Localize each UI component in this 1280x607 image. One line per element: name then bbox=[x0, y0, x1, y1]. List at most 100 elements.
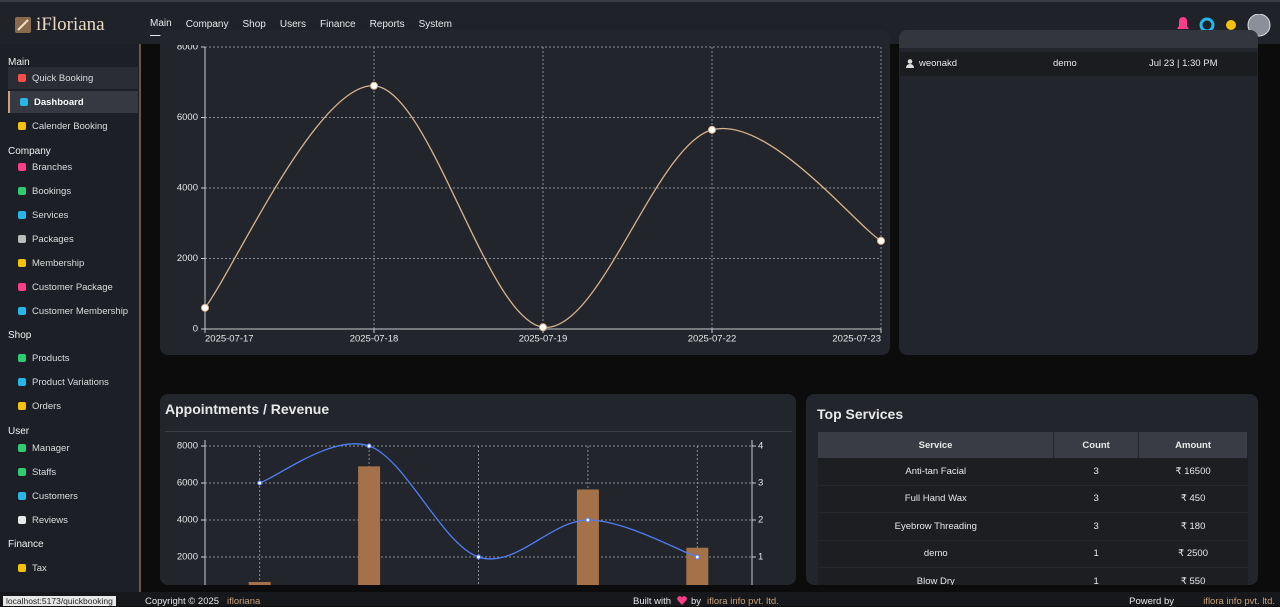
brand[interactable]: iFloriana bbox=[36, 14, 105, 35]
sidebar-item[interactable]: Membership bbox=[8, 252, 138, 274]
sidebar-item[interactable]: Calender Booking bbox=[8, 115, 138, 137]
sidebar-label: Membership bbox=[32, 257, 85, 269]
logins-header bbox=[899, 30, 1258, 48]
login-user: weonakd bbox=[919, 58, 958, 69]
column-header: Amount bbox=[1138, 432, 1248, 458]
sidebar-label: Bookings bbox=[32, 185, 72, 197]
table-cell: 3 bbox=[1053, 458, 1139, 486]
table-cell: 3 bbox=[1053, 512, 1139, 541]
table-cell: 3 bbox=[1053, 485, 1139, 513]
sidebar-item[interactable]: Dashboard bbox=[8, 91, 138, 113]
point bbox=[370, 81, 378, 90]
nav-item[interactable]: Users bbox=[279, 18, 306, 30]
sidebar-icon bbox=[18, 74, 26, 82]
x-tick-label: 2025-07-17 bbox=[205, 334, 254, 345]
table-cell: Full Hand Wax bbox=[818, 485, 1054, 513]
bar bbox=[248, 581, 271, 585]
sidebar-item[interactable]: Product Variations bbox=[8, 371, 138, 393]
company-link[interactable]: ifloriana bbox=[227, 596, 261, 607]
sidebar-item[interactable]: Customers bbox=[8, 485, 138, 507]
sidebar-icon bbox=[18, 211, 26, 219]
sidebar-icon bbox=[18, 122, 26, 130]
combo-chart: 2000 4000 6000 8000 1 2 3 4 bbox=[177, 440, 763, 585]
line-chart-panel: 0 2000 4000 6000 8000 2025-07-17 2025-07-18 202… bbox=[160, 30, 890, 355]
sidebar-item[interactable]: Packages bbox=[8, 228, 138, 250]
x-tick-label: 2025-07-19 bbox=[519, 334, 568, 345]
heart-icon bbox=[677, 596, 687, 605]
sidebar-icon bbox=[18, 259, 26, 267]
sidebar-section: Shop bbox=[8, 330, 32, 341]
point bbox=[694, 554, 700, 560]
bar bbox=[358, 466, 381, 585]
y-tick-label: 2000 bbox=[177, 552, 198, 563]
sidebar-label: Branches bbox=[32, 161, 73, 173]
sidebar-item[interactable]: Customer Package bbox=[8, 276, 138, 298]
services-table: Service Count Amount Anti-tan Facial 3 ₹ 1650… bbox=[818, 432, 1248, 585]
table-cell: 1 bbox=[1053, 567, 1139, 585]
table-row: Blow Dry 1 ₹ 550 bbox=[818, 567, 1248, 585]
sidebar-label: Product Variations bbox=[32, 376, 109, 388]
sidebar-item[interactable]: Reviews bbox=[8, 509, 138, 531]
y2-tick-label: 4 bbox=[758, 441, 763, 452]
sidebar-icon bbox=[18, 444, 26, 452]
sidebar-label: Customer Package bbox=[32, 281, 113, 293]
nav-item[interactable]: Company bbox=[185, 18, 229, 30]
user-icon bbox=[906, 59, 914, 68]
powered-link[interactable]: iflora info pvt. ltd. bbox=[1203, 596, 1275, 607]
column-header: Service bbox=[818, 432, 1055, 458]
table-cell: Anti-tan Facial bbox=[818, 458, 1054, 486]
sidebar-section: User bbox=[8, 426, 30, 437]
divider bbox=[165, 431, 792, 432]
theme-icon[interactable] bbox=[1226, 20, 1236, 30]
login-branch: demo bbox=[1053, 58, 1077, 69]
sidebar-icon bbox=[18, 235, 26, 243]
sidebar-label: Tax bbox=[32, 562, 47, 574]
point bbox=[366, 443, 372, 449]
login-time: Jul 23 | 1:30 PM bbox=[1149, 58, 1218, 69]
built-with: Built with bbox=[633, 596, 672, 607]
sidebar-label: Quick Booking bbox=[32, 72, 94, 84]
column-header: Count bbox=[1053, 432, 1140, 458]
sidebar-section: Company bbox=[8, 146, 51, 157]
nav-item[interactable]: Reports bbox=[369, 18, 405, 30]
table-cell: ₹ 550 bbox=[1138, 567, 1248, 585]
x-tick-label: 2025-07-22 bbox=[688, 334, 737, 345]
nav-item[interactable]: Shop bbox=[242, 18, 266, 30]
brand-logo bbox=[15, 17, 31, 33]
sidebar-icon bbox=[18, 354, 26, 362]
sidebar-item[interactable]: Branches bbox=[8, 156, 138, 178]
sidebar-item[interactable]: Services bbox=[8, 204, 138, 226]
table-row: Eyebrow Threading 3 ₹ 180 bbox=[818, 512, 1248, 541]
sidebar-item[interactable]: Customer Membership bbox=[8, 300, 138, 322]
sidebar-label: Customers bbox=[32, 490, 78, 502]
table-row: demo 1 ₹ 2500 bbox=[818, 540, 1248, 568]
x-tick-label: 2025-07-23 bbox=[832, 334, 881, 345]
y-tick-label: 4000 bbox=[177, 183, 198, 194]
y2-tick-label: 1 bbox=[758, 552, 763, 563]
sidebar-icon bbox=[18, 468, 26, 476]
table-cell: demo bbox=[818, 540, 1054, 568]
by: by bbox=[691, 596, 702, 607]
table-cell: 1 bbox=[1053, 540, 1139, 568]
builder-link[interactable]: iflora info pvt. ltd. bbox=[707, 596, 779, 607]
sidebar-item[interactable]: Manager bbox=[8, 437, 138, 459]
sidebar-item[interactable]: Products bbox=[8, 347, 138, 369]
panel-title: Top Services bbox=[817, 406, 904, 422]
sidebar-item[interactable]: Orders bbox=[8, 395, 138, 417]
sidebar-item[interactable]: Staffs bbox=[8, 461, 138, 483]
nav-item[interactable]: Finance bbox=[319, 18, 356, 30]
point bbox=[539, 323, 547, 332]
y-tick-label: 8000 bbox=[177, 45, 198, 53]
sidebar-item[interactable]: Bookings bbox=[8, 180, 138, 202]
y2-tick-label: 3 bbox=[758, 478, 763, 489]
y-tick-label: 8000 bbox=[177, 441, 198, 452]
sidebar-item[interactable]: Tax bbox=[8, 557, 138, 579]
sidebar-item[interactable]: Quick Booking bbox=[8, 67, 138, 89]
sidebar-label: Staffs bbox=[32, 466, 57, 478]
bell-icon[interactable] bbox=[1177, 17, 1189, 29]
footer: Copyright © 2025 ifloriana Built with by… bbox=[0, 592, 1280, 607]
sidebar-label: Products bbox=[32, 352, 70, 364]
nav-item[interactable]: System bbox=[418, 18, 452, 30]
top-services-panel: Top Services Service Count Amount Anti-tan … bbox=[806, 394, 1258, 585]
point bbox=[585, 517, 591, 523]
